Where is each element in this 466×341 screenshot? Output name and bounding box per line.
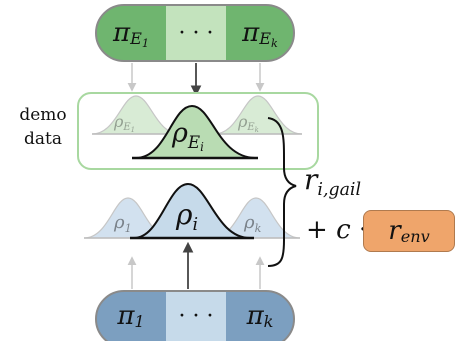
- demo-dist-left-label: ρE1: [114, 112, 136, 135]
- demo-dist-right-label: ρEk: [238, 112, 259, 135]
- demo-dist-center: [132, 104, 258, 160]
- policy-dist-right-label: ρk: [244, 212, 262, 235]
- policy-dist-left-label: ρ1: [114, 212, 132, 235]
- reward-brace: [267, 117, 297, 267]
- demo-dist-center-label: ρEi: [172, 118, 204, 154]
- env-reward-box: r env: [363, 210, 455, 252]
- expert-policy-k: π Ek: [242, 18, 278, 50]
- demo-data-label: demo data: [19, 105, 67, 149]
- reward-combination: + c ·: [306, 215, 367, 245]
- expert-policy-ellipsis: · · ·: [178, 20, 214, 46]
- learner-policy-ellipsis: · · ·: [178, 303, 214, 329]
- expert-policy-1: π E1: [112, 18, 150, 50]
- policy-dist-center-label: ρi: [176, 198, 199, 236]
- gail-reward-term: ri,gail: [304, 163, 362, 201]
- learner-policy-pill: [95, 290, 295, 341]
- policy-dist-center: [130, 182, 254, 240]
- expert-policy-pill: [95, 4, 295, 62]
